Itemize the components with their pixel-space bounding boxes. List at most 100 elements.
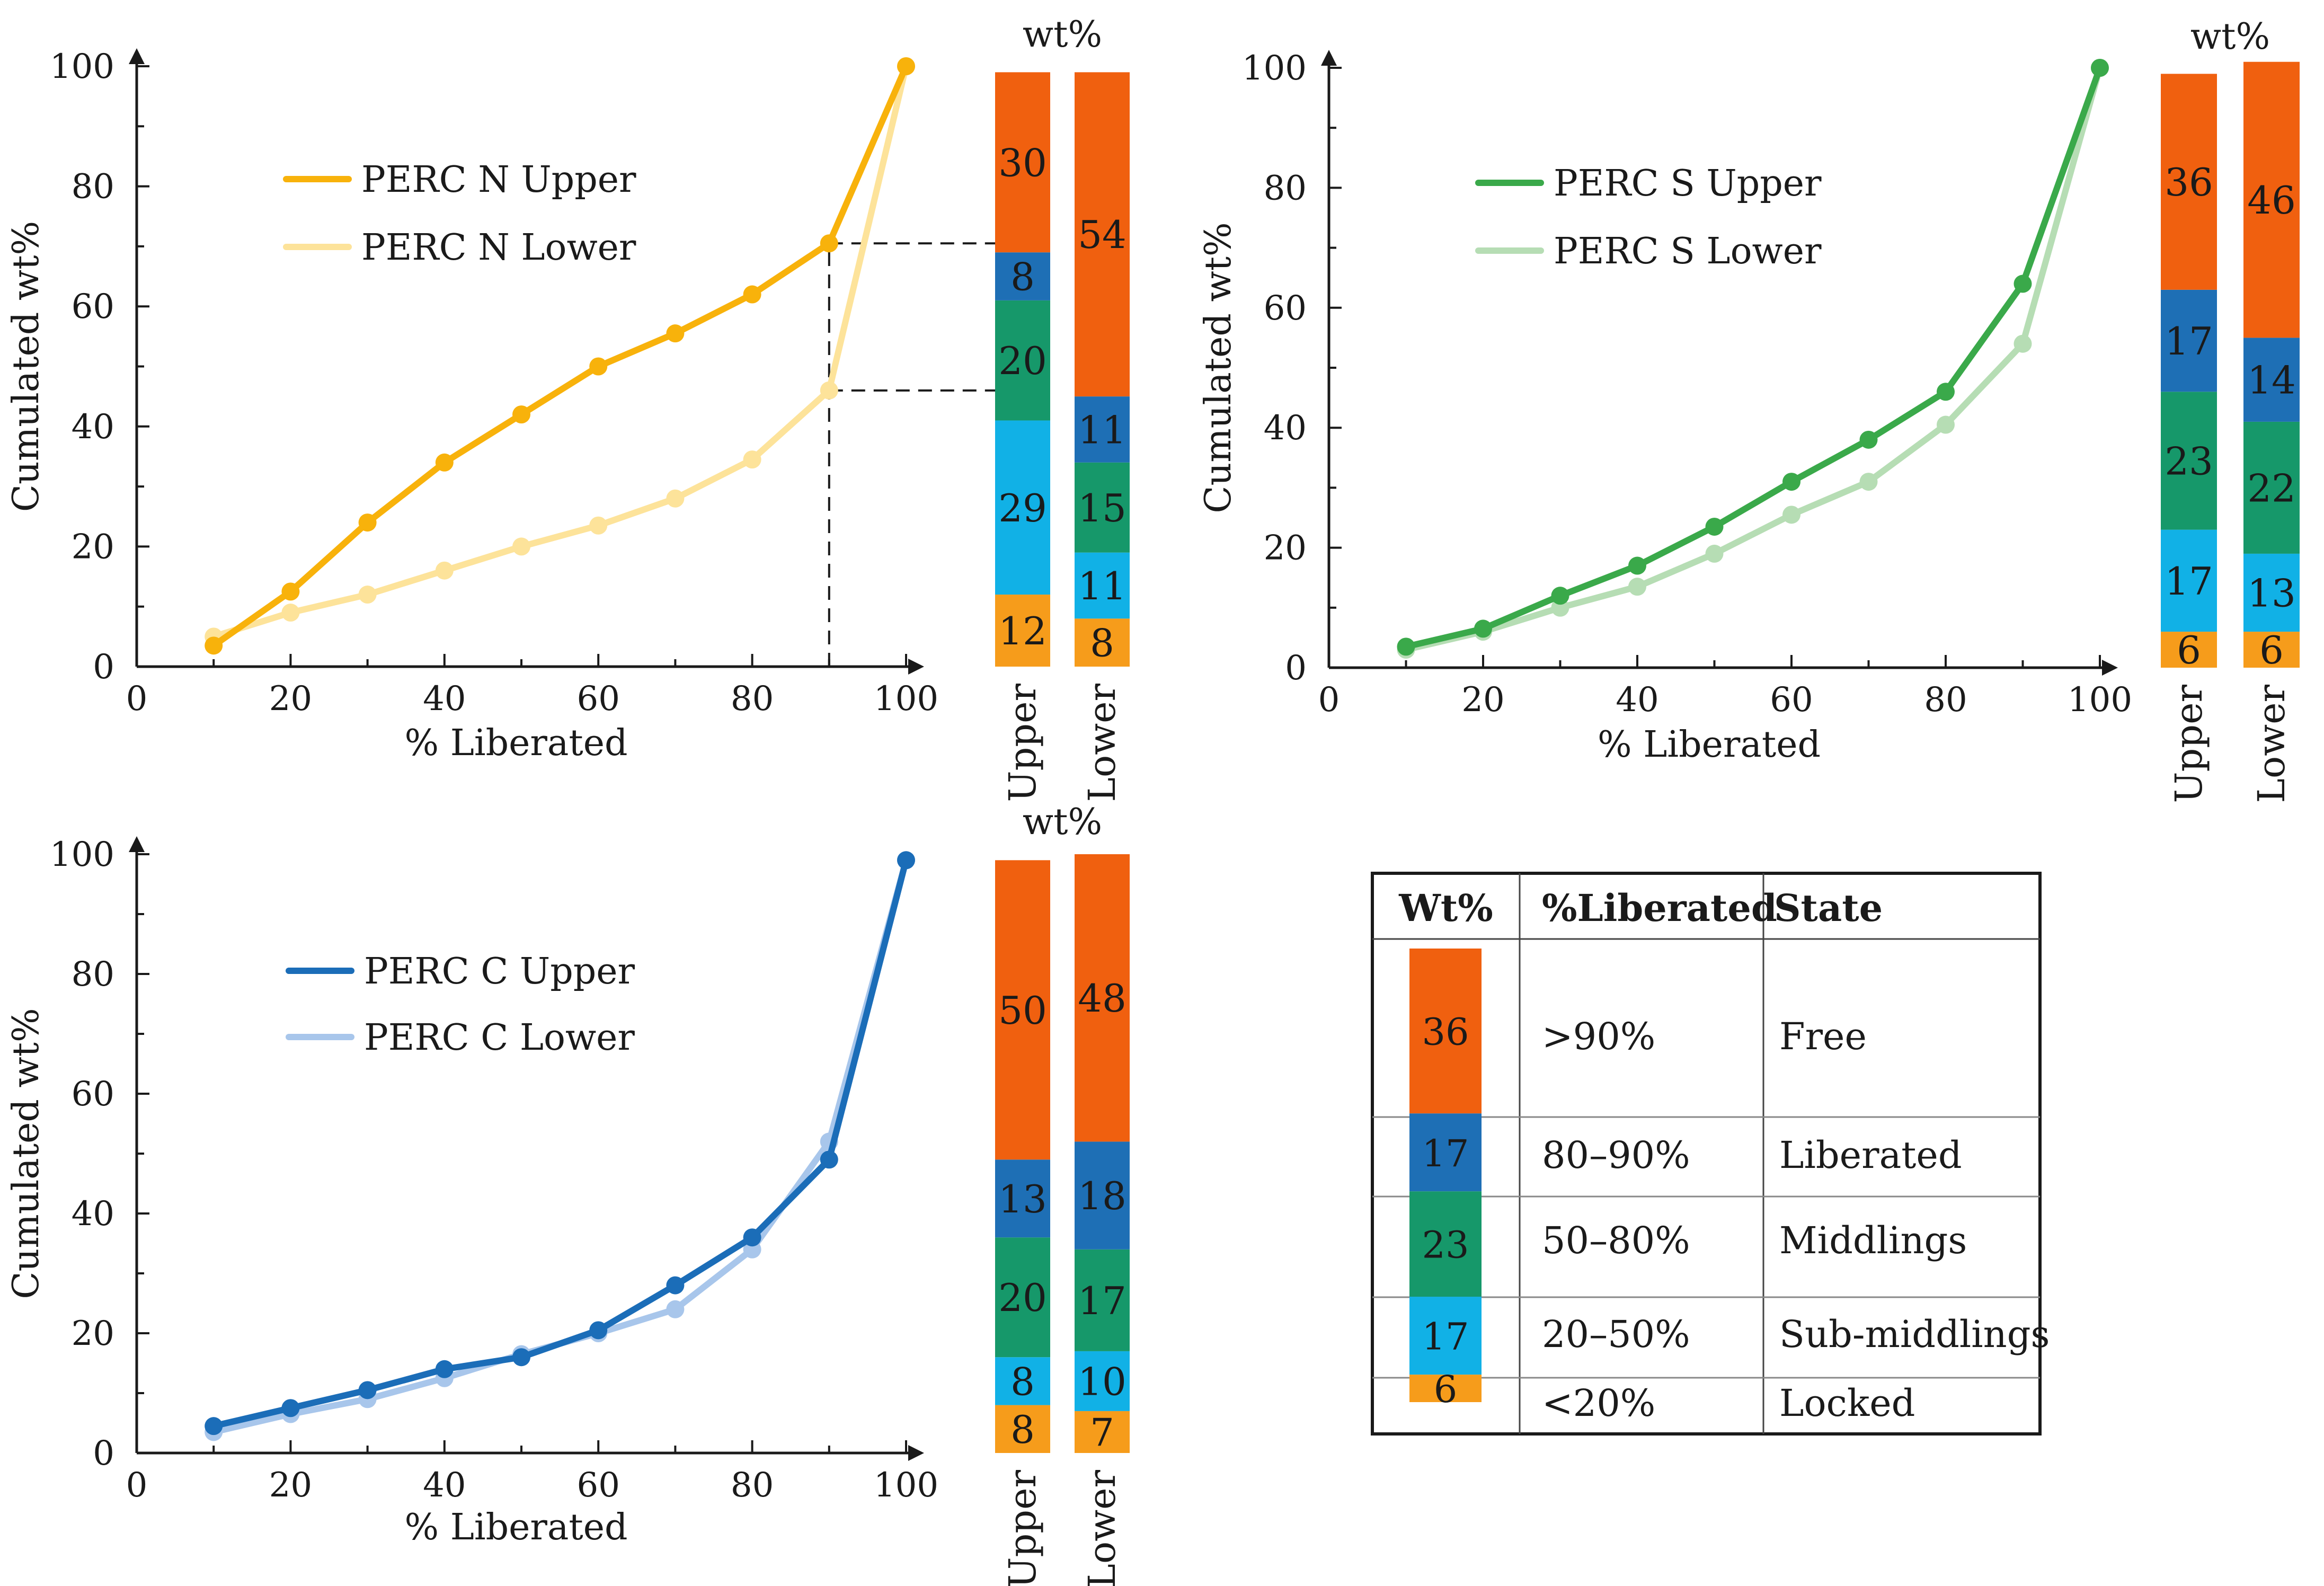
y-tick-label: 20 <box>72 527 114 566</box>
legend-label: PERC S Upper <box>1554 163 1822 205</box>
bar-segment-liberated <box>1075 396 1130 463</box>
bar-segment-label: 22 <box>2247 466 2296 510</box>
bar-segment-label: 23 <box>2165 439 2213 483</box>
y-tick-label: 40 <box>1264 409 1307 448</box>
bar-segment-label: 54 <box>1078 212 1126 257</box>
data-point <box>589 357 608 376</box>
bar-segment-middlings <box>2161 392 2217 530</box>
bar-segment-label: 10 <box>1078 1359 1126 1404</box>
data-point <box>820 381 838 400</box>
bar-segment-free <box>2161 74 2217 290</box>
data-point <box>512 1348 530 1367</box>
x-tick-label: 100 <box>874 679 938 719</box>
bar-segment-label: 8 <box>1010 1407 1035 1452</box>
bar-title: wt% <box>1023 14 1102 56</box>
data-point <box>205 636 223 655</box>
data-point <box>435 1360 454 1378</box>
bar-title: wt% <box>1023 801 1102 843</box>
table-state: Free <box>1779 1015 1867 1058</box>
bar-segment-sub-middlings <box>995 420 1050 595</box>
y-axis-title: Cumulated wt% <box>5 221 47 512</box>
bar-segment-label: 17 <box>2165 319 2213 364</box>
data-point <box>358 586 377 604</box>
data-point <box>512 405 530 424</box>
table-header-0: Wt% <box>1398 886 1493 930</box>
table-state: Liberated <box>1779 1133 1962 1177</box>
table-state: Sub-middlings <box>1779 1313 2050 1356</box>
bar-segment-label: 30 <box>998 140 1047 185</box>
x-tick-label: 20 <box>1461 680 1504 720</box>
bar-segment-liberated <box>995 1159 1050 1238</box>
data-point <box>1859 430 1878 449</box>
table-range: >90% <box>1542 1015 1655 1058</box>
table-range: 50–80% <box>1542 1219 1690 1262</box>
data-point <box>358 1381 377 1399</box>
data-point <box>1782 506 1800 524</box>
y-tick-label: 40 <box>72 1194 114 1234</box>
table-header-1: %Liberated <box>1542 886 1777 930</box>
y-tick-label: 100 <box>50 47 114 86</box>
data-point <box>1397 637 1415 656</box>
table-frame <box>1371 872 2042 1436</box>
bar-segment-liberated <box>2243 338 2300 422</box>
series-line-perc-n-upper <box>210 63 909 649</box>
bar-segment-middlings <box>995 300 1050 421</box>
table-wt-value: 17 <box>1422 1132 1469 1175</box>
y-tick-label: 0 <box>1285 649 1307 688</box>
y-axis-title: Cumulated wt% <box>1198 222 1239 513</box>
table-range: <20% <box>1542 1381 1655 1425</box>
data-point <box>1474 619 1492 638</box>
bar-category-label: Upper <box>1001 683 1044 802</box>
bar-segment-locked <box>995 1405 1050 1453</box>
x-tick-label: 20 <box>269 1466 312 1505</box>
data-point <box>666 1276 685 1295</box>
data-point <box>666 1300 685 1318</box>
legend-label: PERC S Lower <box>1554 231 1822 272</box>
bar-category-label: Lower <box>1080 683 1124 802</box>
bar-category-label: Upper <box>2167 684 2211 803</box>
table-swatch-free <box>1409 949 1482 1114</box>
bar-segment-sub-middlings <box>1075 1351 1130 1411</box>
data-point <box>1937 383 1955 401</box>
data-point <box>1628 556 1646 575</box>
data-point <box>435 453 454 472</box>
table-state: Locked <box>1779 1381 1915 1425</box>
data-point <box>897 57 915 75</box>
data-point <box>1859 473 1878 491</box>
data-point <box>512 537 530 556</box>
data-point <box>2013 274 2032 293</box>
data-point <box>743 1228 761 1247</box>
bar-segment-label: 6 <box>2259 628 2284 672</box>
bar-segment-liberated <box>2161 289 2217 392</box>
bar-category-label: Lower <box>1080 1469 1124 1586</box>
series-line-perc-s-upper <box>1403 65 2103 650</box>
bar-segment-label: 15 <box>1078 486 1126 530</box>
bar-segment-label: 29 <box>998 486 1047 530</box>
data-point <box>589 1321 608 1340</box>
data-point <box>281 582 300 601</box>
x-tick-label: 20 <box>269 679 312 719</box>
series-line-perc-n-lower <box>210 63 909 640</box>
bar-segment-label: 14 <box>2247 358 2296 403</box>
y-tick-label: 0 <box>93 1434 114 1473</box>
x-tick-label: 100 <box>874 1466 938 1505</box>
chart-panel-perc-c: 0 20 40 60 80 100 0 20 40 60 80 100 % Liberated Cumul… <box>5 801 1130 1586</box>
data-point <box>205 1417 223 1436</box>
bar-segment-liberated <box>1075 1141 1130 1250</box>
data-point <box>2013 334 2032 353</box>
bar-category-label: Lower <box>2250 684 2293 803</box>
bar-segment-label: 20 <box>998 1275 1047 1320</box>
data-point <box>743 450 761 469</box>
bar-segment-label: 46 <box>2247 178 2296 223</box>
bar-segment-label: 48 <box>1078 976 1126 1021</box>
data-point <box>281 1399 300 1417</box>
y-tick-label: 80 <box>72 167 114 207</box>
bar-segment-label: 17 <box>2165 559 2213 604</box>
bar-segment-label: 8 <box>1010 1359 1035 1404</box>
series-line-perc-c-upper <box>210 857 909 1430</box>
bar-title: wt% <box>2190 16 2270 58</box>
x-tick-label: 0 <box>126 1466 148 1505</box>
chart-panel-perc-s: 0 20 40 60 80 100 0 20 40 60 80 100 % Liberated Cumul… <box>1198 16 2300 803</box>
